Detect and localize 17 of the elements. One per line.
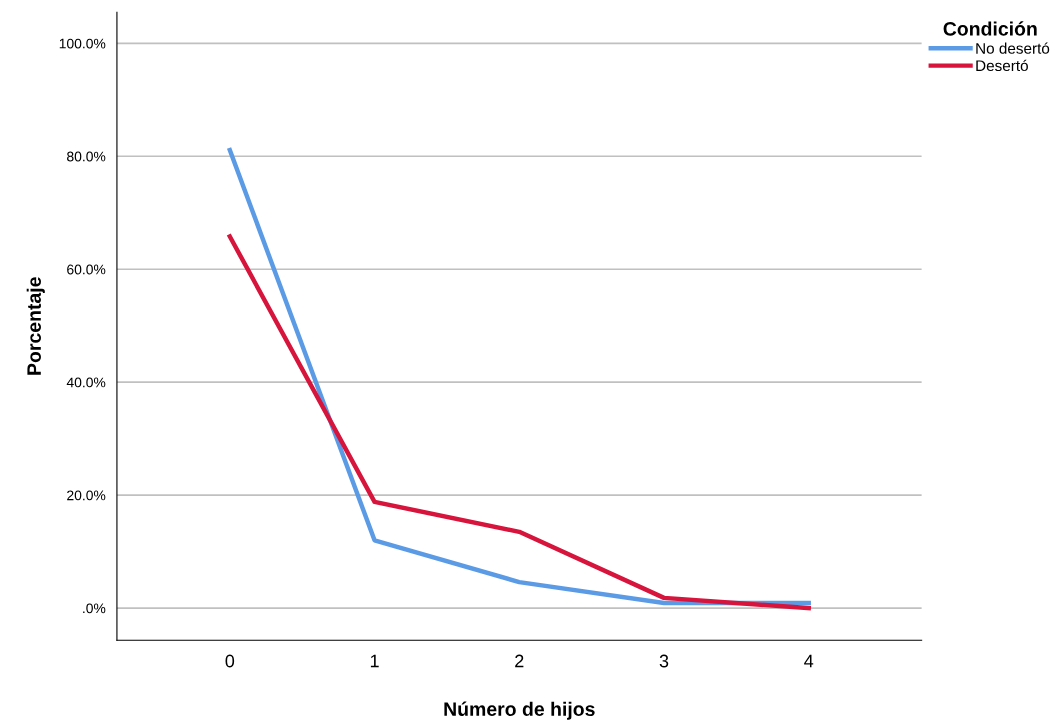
x-tick-label: 3 — [659, 654, 669, 668]
legend-title: Condición — [943, 21, 1037, 36]
y-tick-label: 80.0% — [67, 151, 106, 162]
y-axis-title: Porcentaje — [26, 277, 45, 375]
y-tick-label: 100.0% — [59, 38, 106, 49]
y-tick-label: .0% — [83, 603, 106, 614]
y-tick-label: 60.0% — [67, 264, 106, 275]
y-tick-label: 20.0% — [67, 490, 106, 501]
y-tick-label: 40.0% — [66, 377, 106, 388]
x-tick-label: 1 — [370, 654, 379, 668]
legend-label: Desertó — [976, 59, 1028, 72]
legend-label: No desertó — [976, 42, 1050, 54]
line-series — [227, 234, 811, 611]
x-tick-label: 2 — [515, 654, 524, 668]
x-tick-label: 0 — [225, 654, 235, 668]
x-tick-label: 4 — [804, 654, 814, 668]
x-axis-title: Número de hijos — [444, 701, 595, 720]
